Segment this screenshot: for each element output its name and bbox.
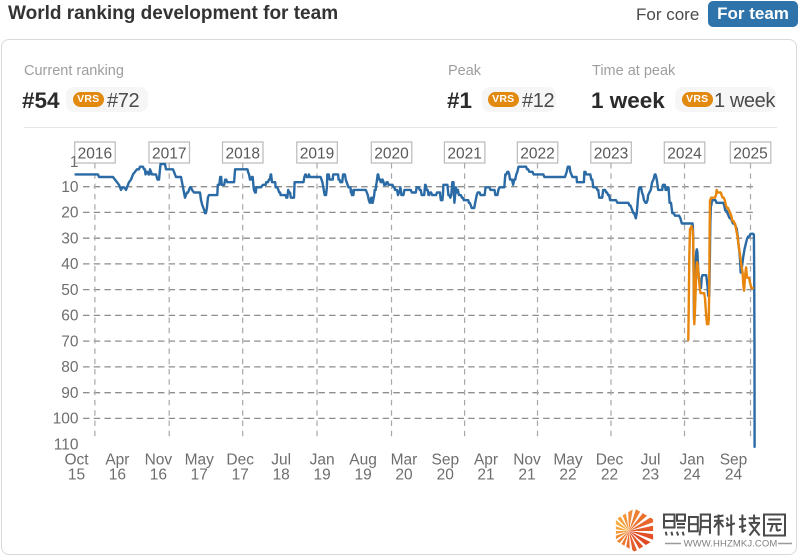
- svg-text:20: 20: [437, 467, 455, 484]
- svg-text:Jul: Jul: [641, 452, 661, 469]
- svg-text:20: 20: [61, 205, 79, 222]
- svg-text:2016: 2016: [78, 145, 112, 162]
- svg-text:20: 20: [395, 467, 413, 484]
- svg-text:22: 22: [559, 467, 576, 484]
- svg-text:16: 16: [109, 467, 126, 484]
- svg-text:2018: 2018: [225, 145, 259, 162]
- svg-text:Nov: Nov: [513, 452, 541, 469]
- svg-text:2022: 2022: [520, 145, 554, 162]
- svg-text:10: 10: [61, 179, 79, 196]
- svg-text:19: 19: [313, 467, 330, 484]
- svg-text:Sep: Sep: [432, 452, 460, 469]
- svg-text:Apr: Apr: [105, 452, 129, 469]
- svg-text:Jan: Jan: [680, 452, 705, 469]
- svg-text:2021: 2021: [447, 145, 481, 162]
- svg-text:17: 17: [232, 467, 249, 484]
- svg-text:2017: 2017: [152, 145, 186, 162]
- svg-text:2020: 2020: [374, 145, 409, 162]
- svg-text:21: 21: [477, 467, 494, 484]
- svg-text:16: 16: [150, 467, 167, 484]
- svg-text:Apr: Apr: [474, 452, 498, 469]
- svg-text:80: 80: [61, 359, 79, 376]
- svg-text:2023: 2023: [594, 145, 628, 162]
- svg-text:70: 70: [61, 333, 79, 350]
- svg-text:30: 30: [61, 230, 79, 247]
- svg-text:110: 110: [54, 436, 79, 453]
- svg-text:May: May: [185, 452, 215, 469]
- svg-text:17: 17: [191, 467, 208, 484]
- svg-text:Mar: Mar: [391, 452, 418, 469]
- svg-text:Sep: Sep: [720, 452, 748, 469]
- svg-text:50: 50: [61, 282, 79, 299]
- svg-text:2025: 2025: [733, 145, 767, 162]
- svg-text:2024: 2024: [667, 145, 702, 162]
- svg-text:90: 90: [61, 385, 79, 402]
- svg-text:19: 19: [354, 467, 371, 484]
- svg-text:18: 18: [273, 467, 290, 484]
- svg-text:Aug: Aug: [349, 452, 377, 469]
- svg-text:15: 15: [68, 467, 85, 484]
- svg-text:Dec: Dec: [226, 452, 254, 469]
- svg-text:24: 24: [725, 467, 743, 484]
- svg-text:23: 23: [642, 467, 659, 484]
- svg-text:Dec: Dec: [596, 452, 624, 469]
- svg-text:2019: 2019: [300, 145, 334, 162]
- svg-text:Jan: Jan: [310, 452, 335, 469]
- svg-text:40: 40: [61, 256, 79, 273]
- svg-text:22: 22: [601, 467, 618, 484]
- svg-text:Oct: Oct: [64, 452, 89, 469]
- svg-text:60: 60: [61, 308, 79, 325]
- svg-text:24: 24: [683, 467, 701, 484]
- svg-text:1: 1: [70, 154, 79, 171]
- svg-text:21: 21: [518, 467, 535, 484]
- svg-text:Nov: Nov: [145, 452, 173, 469]
- svg-text:May: May: [553, 452, 583, 469]
- svg-text:WWW.HHZMKJ.COM: WWW.HHZMKJ.COM: [684, 539, 778, 550]
- svg-text:100: 100: [53, 411, 79, 428]
- svg-text:Jul: Jul: [271, 452, 291, 469]
